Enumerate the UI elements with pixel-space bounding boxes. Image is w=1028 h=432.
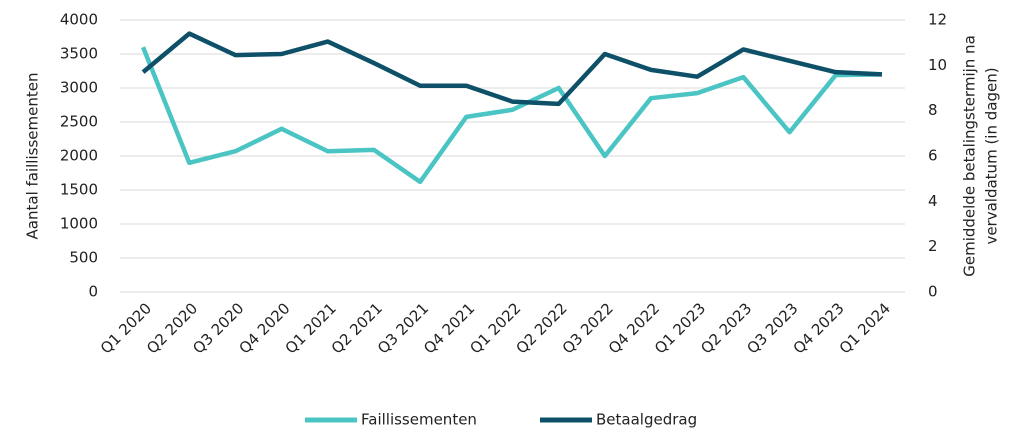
y-axis-title: Aantal faillissementen (24, 73, 42, 240)
y-tick-label: 2000 (60, 147, 98, 165)
y-tick-label: 0 (88, 283, 98, 301)
y-tick-label: 1500 (60, 181, 98, 199)
series-line (140, 46, 882, 185)
y2-axis-title: Gemiddelde betalingstermijn na (961, 35, 979, 277)
y-tick-label: 3500 (60, 45, 98, 63)
y-tick-label: 4000 (60, 11, 98, 29)
y-tick-label: 1000 (60, 215, 98, 233)
y2-tick-label: 10 (928, 56, 947, 74)
series-line (141, 31, 883, 107)
y2-axis-title: vervaldatum (in dagen) (983, 67, 1001, 244)
y2-tick-label: 4 (928, 192, 938, 210)
y-tick-label: 2500 (60, 113, 98, 131)
y-tick-label: 500 (69, 249, 98, 267)
x-tick-label: Q1 2024 (836, 299, 894, 357)
y2-tick-label: 6 (928, 147, 938, 165)
y2-tick-label: 2 (928, 237, 938, 255)
y2-tick-label: 0 (928, 283, 938, 301)
y2-tick-label: 12 (928, 11, 947, 29)
y2-tick-label: 8 (928, 101, 938, 119)
legend-label: Betaalgedrag (596, 411, 697, 429)
y-tick-label: 3000 (60, 79, 98, 97)
legend-label: Faillissementen (361, 411, 477, 429)
